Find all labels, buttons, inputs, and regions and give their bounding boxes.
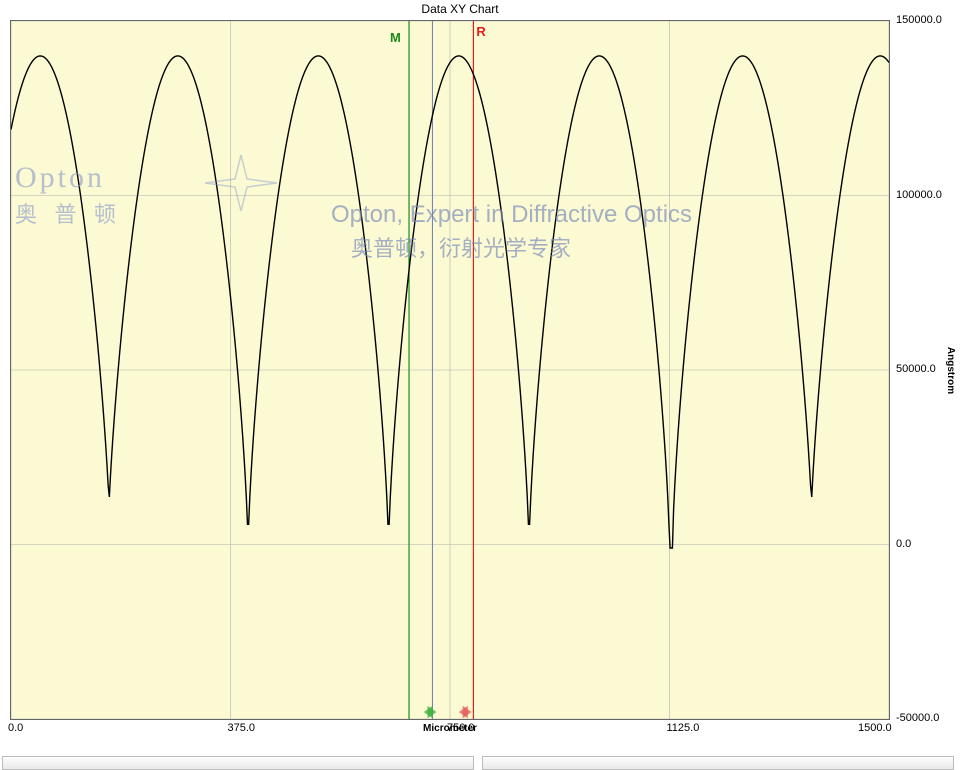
watermark-logo-text: Opton xyxy=(15,161,105,195)
y-tick-label: 100000.0 xyxy=(896,189,942,201)
watermark-main-en: Opton, Expert in Diffractive Optics xyxy=(331,201,692,229)
y-tick-label: 50000.0 xyxy=(896,363,936,375)
plot-svg xyxy=(11,21,889,719)
cursor-r-label: R xyxy=(476,24,485,39)
watermark-star-icon xyxy=(201,153,281,213)
slider-track-left[interactable] xyxy=(2,756,474,770)
watermark-main-cn: 奥普顿，衍射光学专家 xyxy=(351,231,571,263)
chart-container: Data XY Chart Opton 奥 普 顿 Opton, Expert … xyxy=(0,0,960,770)
y-tick-label: 150000.0 xyxy=(896,14,942,26)
chart-title: Data XY Chart xyxy=(0,2,920,16)
watermark-logo-sub: 奥 普 顿 xyxy=(15,197,122,229)
y-tick-label: -50000.0 xyxy=(896,712,939,724)
cursor-m-label: M xyxy=(390,30,401,45)
plot-area[interactable]: Opton 奥 普 顿 Opton, Expert in Diffractive… xyxy=(10,20,890,720)
y-tick-label: 0.0 xyxy=(896,538,911,550)
x-axis-label: Micrometer xyxy=(10,723,890,734)
y-axis-label: Angstrom xyxy=(944,20,958,720)
slider-track-right[interactable] xyxy=(482,756,954,770)
